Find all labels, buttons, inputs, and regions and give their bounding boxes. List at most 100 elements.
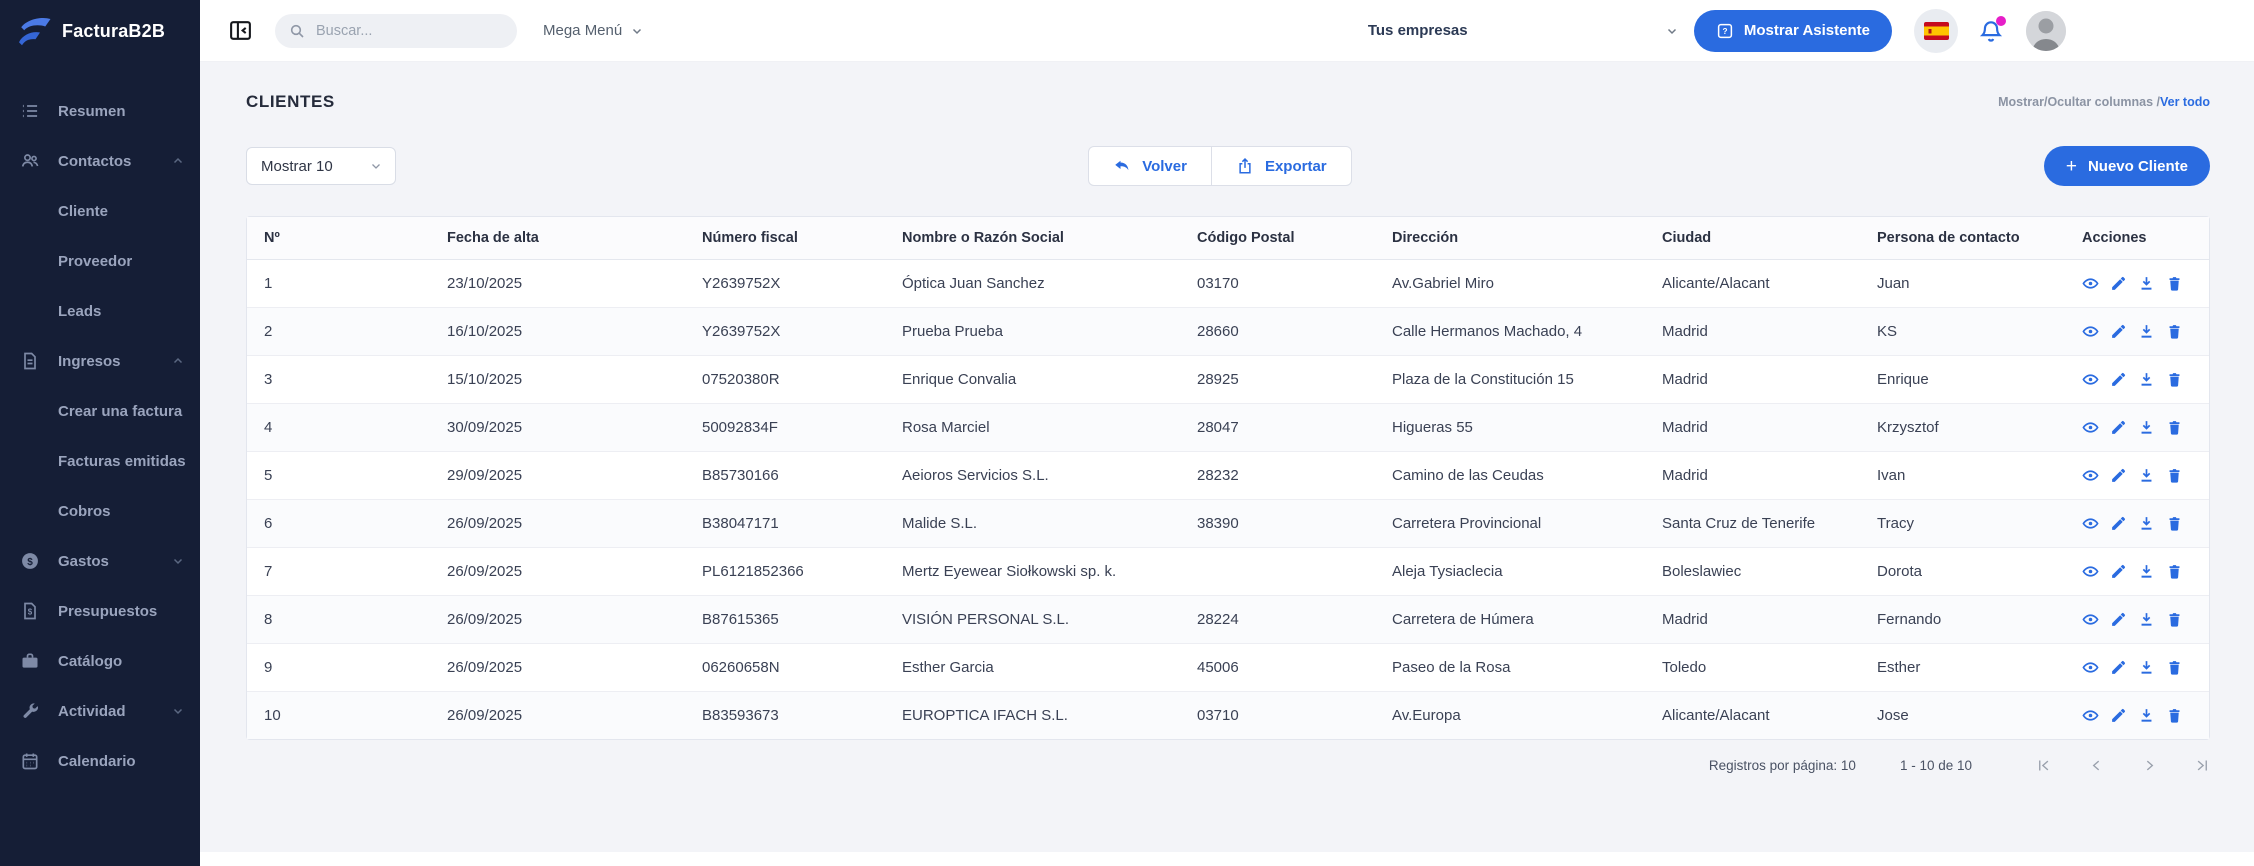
cell-direccion: Camino de las Ceudas [1382, 451, 1652, 500]
delete-button[interactable] [2166, 275, 2183, 292]
download-button[interactable] [2138, 467, 2155, 484]
delete-button[interactable] [2166, 419, 2183, 436]
sidebar-item-cobros[interactable]: Cobros [58, 502, 111, 520]
sidebar-item-calendario[interactable]: Calendario [0, 736, 200, 786]
download-button[interactable] [2138, 515, 2155, 532]
cell-persona-contacto: KS [1867, 307, 2072, 356]
view-button[interactable] [2082, 419, 2099, 436]
chevron-down-icon [172, 705, 184, 717]
cell-numero: 1 [247, 259, 437, 308]
mega-menu-button[interactable]: Mega Menú [543, 22, 643, 39]
download-button[interactable] [2138, 323, 2155, 340]
sidebar-item-presupuestos[interactable]: $ Presupuestos [0, 586, 200, 636]
sidebar-item-catalogo[interactable]: Catálogo [0, 636, 200, 686]
delete-button[interactable] [2166, 371, 2183, 388]
edit-button[interactable] [2110, 659, 2127, 676]
cell-direccion: Av.Europa [1392, 706, 1461, 724]
view-button[interactable] [2082, 275, 2099, 292]
edit-button[interactable] [2110, 323, 2127, 340]
page-size-select[interactable]: Mostrar 10 [246, 147, 396, 185]
svg-text:$: $ [28, 607, 33, 616]
download-icon [2141, 612, 2152, 626]
toggle-columns-link[interactable]: Mostrar/Ocultar columnas /Ver todo [1998, 95, 2210, 109]
prev-page-button[interactable] [2089, 758, 2104, 773]
view-all-link[interactable]: Ver todo [2159, 95, 2210, 109]
edit-button[interactable] [2110, 371, 2127, 388]
edit-button[interactable] [2110, 611, 2127, 628]
edit-button[interactable] [2110, 467, 2127, 484]
sidebar-item-cliente[interactable]: Cliente [58, 202, 109, 220]
view-button[interactable] [2082, 323, 2099, 340]
topbar: Mega Menú Tus empresas ? Mostrar Asisten… [200, 0, 2254, 62]
trash-icon [2169, 660, 2180, 675]
download-button[interactable] [2138, 611, 2155, 628]
delete-button[interactable] [2166, 467, 2183, 484]
view-button[interactable] [2082, 467, 2099, 484]
delete-button[interactable] [2166, 563, 2183, 580]
notifications-button[interactable] [1978, 15, 2006, 44]
language-selector[interactable] [1914, 8, 1958, 53]
download-button[interactable] [2138, 707, 2155, 724]
search-input[interactable] [314, 21, 503, 40]
sidebar-item-contactos[interactable]: Contactos [0, 136, 200, 186]
download-button[interactable] [2138, 275, 2155, 292]
download-button[interactable] [2138, 563, 2155, 580]
delete-button[interactable] [2166, 611, 2183, 628]
sidebar-item-crear-factura[interactable]: Crear una factura [58, 402, 183, 420]
chevron-down-icon [372, 164, 380, 169]
cell-codigo-postal: 28224 [1187, 595, 1382, 644]
cell-numero-fiscal: Y2639752X [692, 259, 892, 308]
user-avatar[interactable] [2026, 10, 2066, 51]
next-page-button[interactable] [2142, 758, 2157, 773]
cell-numero: 10 [264, 706, 281, 724]
view-button[interactable] [2082, 611, 2099, 628]
table-row: 8 26/09/2025 B87615365 VISIÓN PERSONAL S… [247, 595, 2209, 644]
pencil-icon [2112, 516, 2126, 530]
back-button[interactable]: Volver [1088, 146, 1212, 186]
download-button[interactable] [2138, 419, 2155, 436]
delete-button[interactable] [2166, 659, 2183, 676]
download-button[interactable] [2138, 371, 2155, 388]
eye-icon [2082, 518, 2099, 529]
company-selector[interactable]: Tus empresas [1368, 22, 1678, 39]
cell-direccion: Aleja Tysiaclecia [1382, 547, 1652, 596]
show-assistant-button[interactable]: ? Mostrar Asistente [1693, 9, 1892, 52]
sidebar-item-actividad[interactable]: Actividad [0, 686, 200, 736]
view-button[interactable] [2082, 515, 2099, 532]
delete-button[interactable] [2166, 707, 2183, 724]
cell-numero-fiscal: B85730166 [692, 451, 892, 500]
download-icon [2141, 660, 2152, 674]
sidebar-item-ingresos[interactable]: Ingresos [0, 336, 200, 386]
last-page-icon [2197, 760, 2207, 771]
delete-button[interactable] [2166, 323, 2183, 340]
download-icon [2141, 564, 2152, 578]
cell-fecha-alta: 23/10/2025 [437, 259, 692, 308]
new-client-button[interactable]: + Nuevo Cliente [2043, 146, 2210, 186]
view-button[interactable] [2082, 659, 2099, 676]
view-button[interactable] [2082, 371, 2099, 388]
last-page-button[interactable] [2195, 758, 2210, 773]
export-button[interactable]: Exportar [1210, 146, 1352, 186]
edit-button[interactable] [2110, 275, 2127, 292]
view-button[interactable] [2082, 707, 2099, 724]
sidebar-item-proveedor[interactable]: Proveedor [58, 252, 133, 270]
edit-button[interactable] [2110, 419, 2127, 436]
download-button[interactable] [2138, 659, 2155, 676]
cell-nombre: Mertz Eyewear Siołkowski sp. k. [892, 547, 1187, 596]
company-selector-label: Tus empresas [1367, 22, 1468, 39]
sidebar-item-facturas-emitidas[interactable]: Facturas emitidas [58, 452, 186, 470]
edit-button[interactable] [2110, 515, 2127, 532]
sidebar-toggle-icon[interactable] [228, 18, 253, 43]
edit-button[interactable] [2110, 563, 2127, 580]
sidebar-item-gastos[interactable]: $ Gastos [0, 536, 200, 586]
cell-fecha-alta: 26/09/2025 [437, 595, 692, 644]
view-button[interactable] [2082, 563, 2099, 580]
sidebar-item-label: Contactos [58, 152, 132, 170]
sidebar-item-leads[interactable]: Leads [58, 302, 102, 320]
delete-button[interactable] [2166, 515, 2183, 532]
first-page-button[interactable] [2036, 758, 2051, 773]
edit-button[interactable] [2110, 707, 2127, 724]
pencil-icon [2112, 564, 2126, 578]
cell-nombre: EUROPTICA IFACH S.L. [902, 706, 1068, 724]
sidebar-item-resumen[interactable]: Resumen [0, 86, 200, 136]
